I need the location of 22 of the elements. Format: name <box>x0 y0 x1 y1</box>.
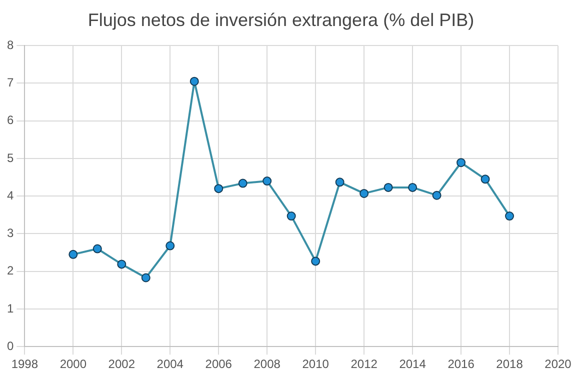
x-tick-label: 2002 <box>108 357 136 372</box>
x-tick-label: 2010 <box>302 357 330 372</box>
y-tick-label: 6 <box>6 113 14 128</box>
chart-title: Flujos netos de inversión extrangera (% del PIB) <box>88 10 474 30</box>
x-tick-label: 2004 <box>156 357 184 372</box>
y-tick-label: 2 <box>6 264 14 278</box>
y-tick-label: 7 <box>6 76 14 90</box>
x-tick-label: 1998 <box>11 357 38 372</box>
x-tick-label: 2006 <box>205 357 232 372</box>
y-tick-label: 4 <box>6 188 14 202</box>
y-tick-label: 0 <box>6 338 14 353</box>
x-tick-label: 2008 <box>254 357 281 372</box>
x-tick-label: 2020 <box>544 357 572 372</box>
x-tick-label: 2012 <box>350 357 378 372</box>
y-tick-label: 5 <box>6 150 14 165</box>
x-tick-label: 2000 <box>60 357 87 372</box>
x-tick-label: 2018 <box>496 357 524 372</box>
y-tick-label: 8 <box>6 38 14 52</box>
x-tick-label: 2016 <box>448 357 475 372</box>
x-tick-label: 2014 <box>399 357 426 372</box>
y-tick-label: 3 <box>6 226 14 240</box>
y-tick-label: 1 <box>6 301 14 316</box>
